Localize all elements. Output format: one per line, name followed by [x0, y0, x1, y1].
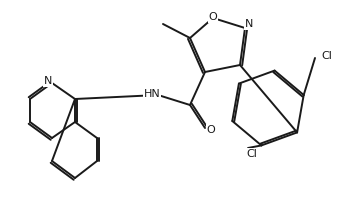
Text: N: N — [245, 19, 253, 29]
Text: O: O — [209, 12, 217, 22]
Text: Cl: Cl — [246, 149, 257, 159]
Text: N: N — [44, 76, 52, 86]
Text: O: O — [207, 125, 215, 135]
Text: HN: HN — [144, 89, 161, 99]
Text: Cl: Cl — [321, 51, 332, 61]
